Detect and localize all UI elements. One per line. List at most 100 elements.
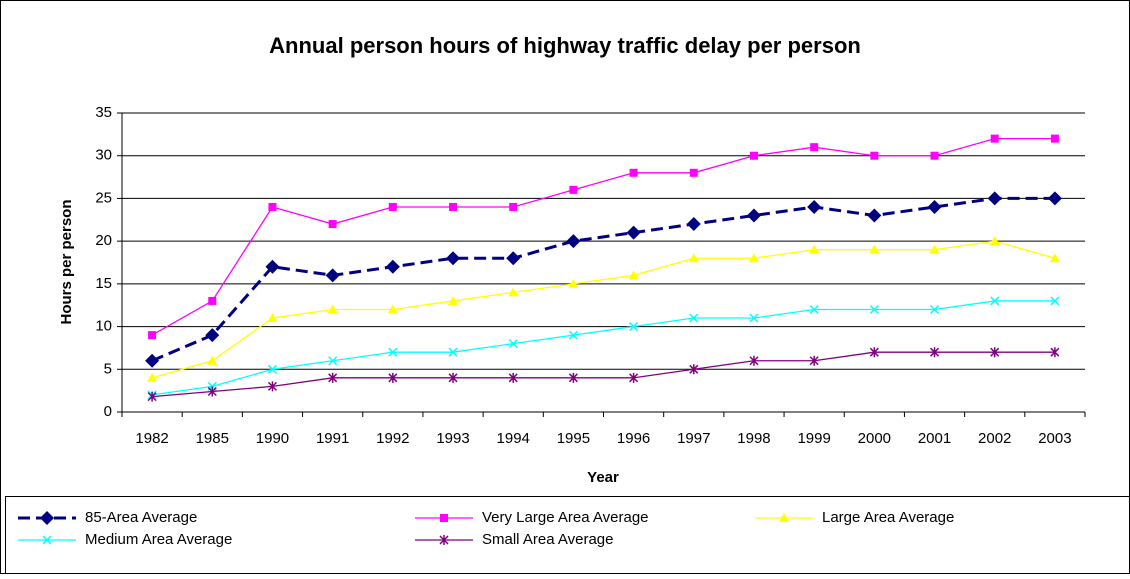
x-tick-label: 1985 [196,430,229,447]
data-point [930,347,940,358]
data-point [686,217,701,232]
data-point [989,236,1000,246]
x-tick-label: 1991 [316,430,349,447]
data-point [929,244,940,254]
data-point [385,259,400,274]
x-tick-label: 1998 [737,430,770,447]
data-point [689,364,699,375]
legend-label: Very Large Area Average [482,509,649,526]
data-point [990,347,1000,358]
data-point [1049,253,1060,263]
data-point [629,168,638,177]
data-point [267,381,277,392]
data-point [388,372,398,383]
y-tick-label: 0 [104,403,112,420]
series-line [151,240,1056,379]
x-tick-label: 2000 [858,430,891,447]
data-point [509,202,518,211]
data-point [267,313,278,323]
legend-label: Medium Area Average [85,531,232,548]
x-axis-label: Year [587,469,619,486]
data-point [927,199,942,214]
legend-box [5,496,1130,574]
data-point [388,202,397,211]
legend-label: 85-Area Average [85,509,197,526]
x-tick-label: 1993 [436,430,469,447]
data-point [147,372,158,382]
legend-label: Large Area Average [822,509,954,526]
data-point [628,270,639,280]
data-point [810,143,819,152]
data-point [689,168,698,177]
y-tick-label: 5 [104,360,112,377]
legend-label: Small Area Average [482,531,613,548]
series-line [151,137,1055,336]
data-point [328,372,338,383]
data-point [1047,191,1062,206]
data-point [807,199,822,214]
x-tick-label: 1996 [617,430,650,447]
data-point [629,372,639,383]
data-point [990,134,999,143]
data-point [869,347,879,358]
y-tick-label: 10 [95,318,112,335]
y-tick-label: 15 [95,275,112,292]
data-point [566,234,581,249]
data-point [508,287,519,297]
data-point [869,304,879,315]
data-point [930,151,939,160]
data-point [626,225,641,240]
y-tick-label: 35 [95,104,112,121]
data-point [508,372,518,383]
legend-marker [40,511,54,525]
y-tick-label: 20 [95,232,112,249]
data-point [749,313,759,323]
x-tick-label: 1997 [677,430,710,447]
data-point [568,278,579,288]
data-point [506,251,521,266]
data-point [449,202,458,211]
x-tick-label: 2002 [978,430,1011,447]
data-point [205,328,220,343]
data-point [568,330,578,340]
legend-marker [439,535,449,545]
data-point [268,202,277,211]
data-point [208,296,217,305]
data-point [629,322,639,332]
data-point [147,391,157,402]
data-point [387,304,398,314]
x-tick-label: 1995 [557,430,590,447]
legend-marker [42,535,52,545]
legend-marker [440,514,448,522]
data-point [328,220,337,229]
data-point [688,253,699,263]
chart-title: Annual person hours of highway traffic d… [269,33,861,58]
data-point [689,313,699,323]
x-tick-label: 2001 [918,430,951,447]
x-tick-label: 1994 [497,430,530,447]
data-point [990,296,1000,306]
data-point [569,185,578,194]
data-point [448,295,459,305]
y-tick-label: 30 [95,147,112,164]
data-point [446,251,461,266]
data-point [568,372,578,383]
data-point [1050,347,1060,358]
series-line [152,351,1055,398]
data-point [809,244,820,254]
data-point [145,353,160,368]
data-point [748,253,759,263]
data-point [448,372,458,383]
data-point [749,151,758,160]
data-point [267,364,277,374]
series-line [152,300,1055,396]
y-axis-label: Hours per person [58,199,75,324]
x-tick-label: 1992 [376,430,409,447]
legend-marker [779,513,789,522]
data-point [328,356,338,366]
data-point [930,304,940,315]
data-point [325,268,340,283]
data-point [1050,134,1059,143]
